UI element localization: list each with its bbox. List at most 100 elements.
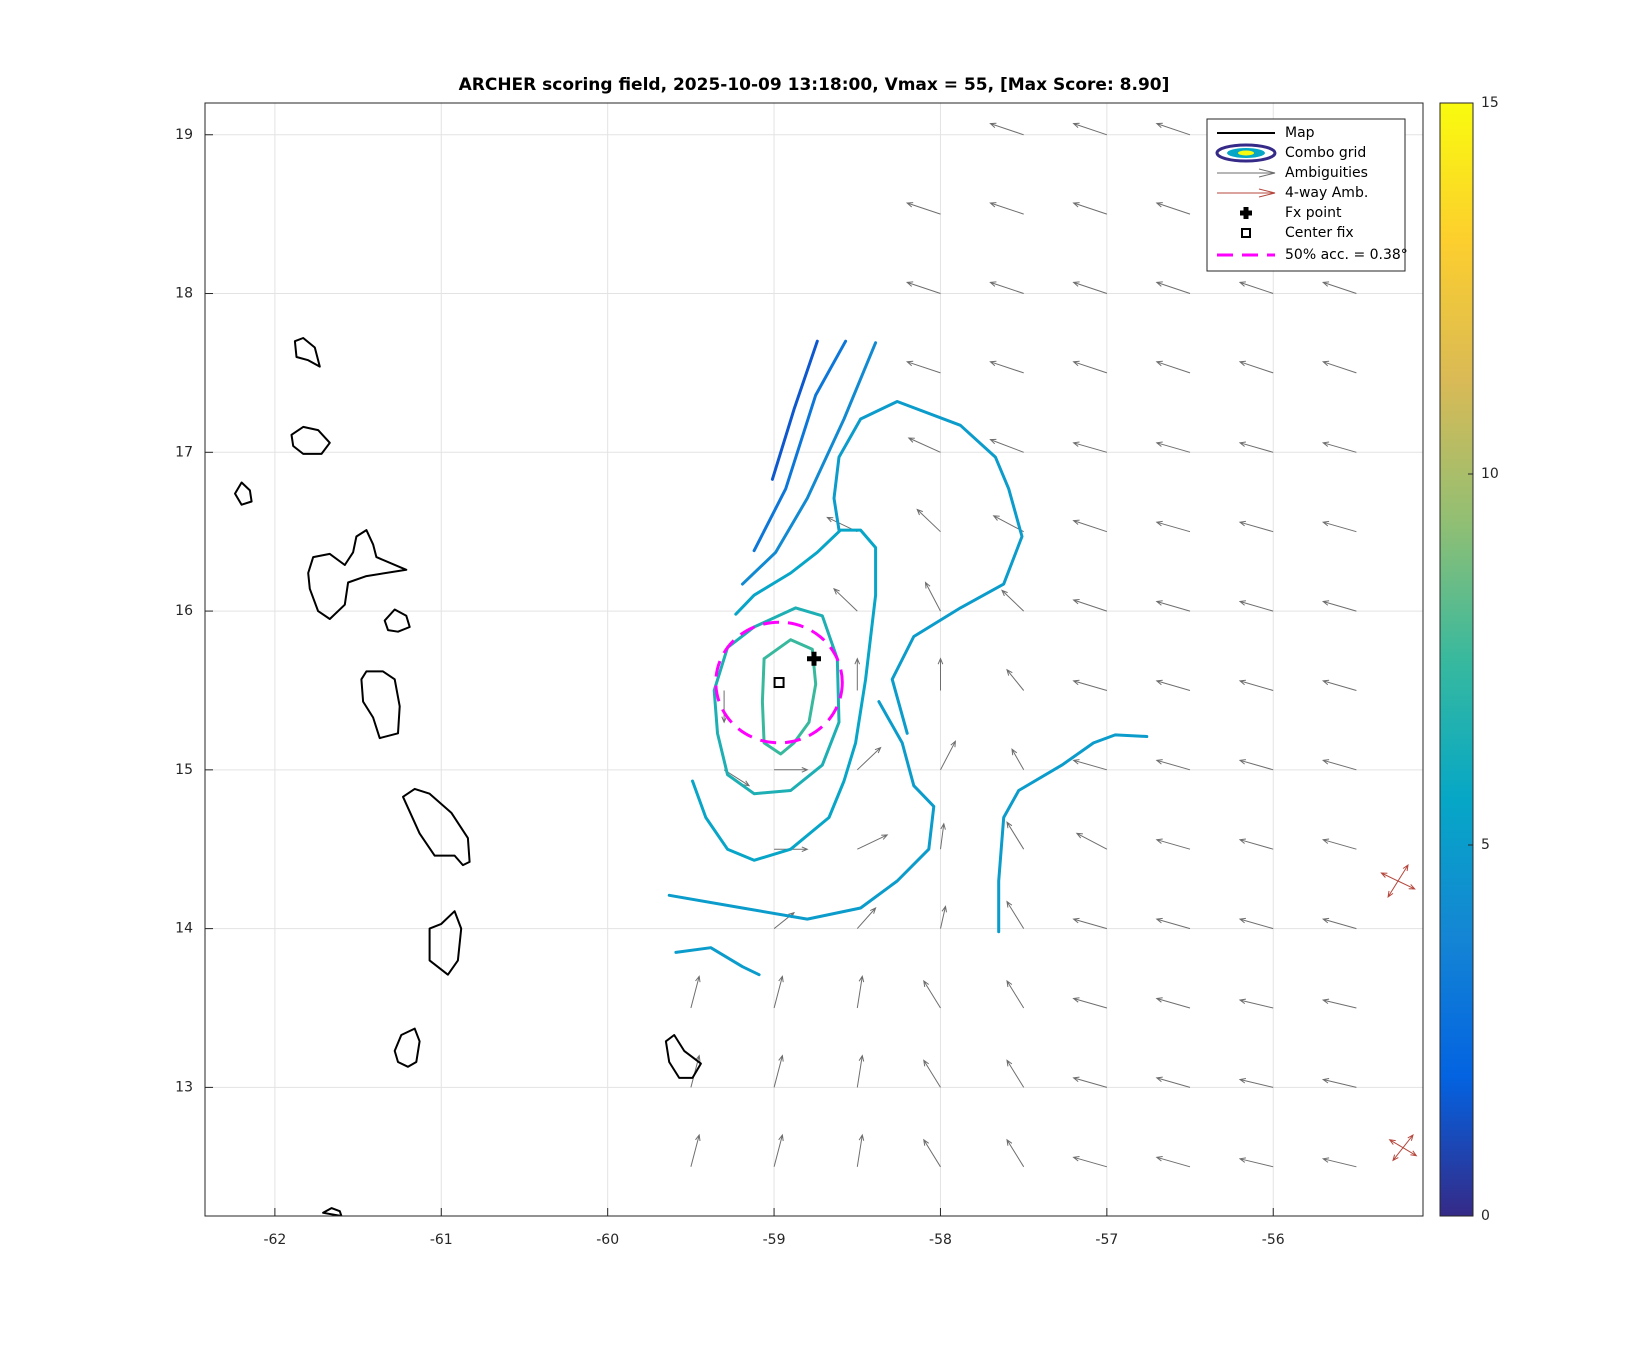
ambiguity-vector xyxy=(1155,281,1191,294)
ambiguity-vector xyxy=(1155,1076,1191,1088)
colorbar-tick-label: 15 xyxy=(1481,95,1499,111)
ambiguity-vector xyxy=(773,1054,784,1088)
ambiguity-vector xyxy=(856,1133,865,1167)
ambiguity-vector xyxy=(905,202,941,215)
ambiguity-vector xyxy=(1155,997,1191,1009)
ambiguity-vector xyxy=(989,202,1024,215)
ambiguity-vector xyxy=(1238,600,1274,612)
ambiguity-vector xyxy=(1006,900,1025,929)
four-way-vector xyxy=(1392,1147,1404,1162)
ambiguity-vector xyxy=(937,657,944,691)
four-way-vector xyxy=(1380,872,1399,882)
ambiguity-vector xyxy=(721,690,727,724)
ambiguity-vector xyxy=(1006,668,1025,691)
y-tick-label: 17 xyxy=(175,444,193,460)
x-tick-label: -57 xyxy=(1095,1232,1118,1248)
legend-label: 50% acc. = 0.38° xyxy=(1285,247,1408,263)
ambiguity-vector xyxy=(1321,1078,1357,1088)
coastline xyxy=(428,910,463,976)
ambiguity-vector xyxy=(1072,679,1108,691)
ambiguity-vector xyxy=(989,281,1024,294)
ambiguity-vector xyxy=(1238,281,1274,294)
ambiguity-vector xyxy=(1006,979,1025,1009)
x-tick-label: -62 xyxy=(263,1232,286,1248)
ambiguity-vector xyxy=(1072,917,1108,930)
ambiguity-vector xyxy=(1072,759,1108,771)
legend-swatch xyxy=(1240,207,1252,219)
ambiguity-vector xyxy=(857,834,889,850)
ambiguity-vector xyxy=(1155,202,1191,215)
ambiguity-vector xyxy=(1238,441,1274,453)
ambiguity-vector xyxy=(1072,122,1108,136)
ambiguity-vector xyxy=(923,1059,941,1088)
ambiguity-vector xyxy=(1155,1156,1191,1168)
ambiguity-vector xyxy=(1072,1156,1108,1168)
contour-line xyxy=(760,638,818,756)
center-fix xyxy=(773,677,785,689)
ambiguity-vector xyxy=(1238,838,1274,850)
contour-line xyxy=(712,606,841,796)
four-way-vector xyxy=(1397,880,1416,890)
ambiguity-vector xyxy=(1072,281,1108,294)
ambiguity-vector xyxy=(1321,360,1357,374)
four-way-vector xyxy=(1388,1139,1404,1149)
ambiguity-vector xyxy=(1321,759,1357,771)
ambiguity-vector xyxy=(905,281,941,294)
ambiguity-vector xyxy=(1238,917,1274,930)
legend-label: Map xyxy=(1285,125,1315,141)
ambiguity-vector xyxy=(1155,122,1191,136)
ambiguity-vector xyxy=(1072,599,1108,612)
ambiguity-vector xyxy=(1155,759,1191,771)
ambiguity-vector xyxy=(940,740,956,771)
ambiguity-vector xyxy=(1006,1138,1025,1168)
legend-swatch xyxy=(1217,168,1276,178)
coastline xyxy=(360,670,401,740)
ambiguity-vector xyxy=(1072,441,1108,453)
ambiguity-vector xyxy=(940,905,947,929)
y-tick-label: 13 xyxy=(175,1079,193,1095)
contour-line xyxy=(674,946,761,977)
coastline xyxy=(290,425,331,455)
contour-line xyxy=(667,700,936,921)
ambiguity-vector xyxy=(773,975,784,1009)
ambiguity-vector xyxy=(1238,1078,1274,1088)
ambiguity-vector xyxy=(1155,441,1191,453)
y-tick-label: 19 xyxy=(175,127,193,143)
contour-line xyxy=(997,733,1149,934)
ambiguity-vector xyxy=(1321,281,1357,294)
ambiguity-vector xyxy=(1155,838,1191,850)
ambiguity-vector xyxy=(1072,519,1108,533)
legend-label: 4-way Amb. xyxy=(1285,185,1368,201)
ambiguity-vector xyxy=(1072,997,1108,1009)
coastline xyxy=(293,337,321,368)
ambiguity-vector xyxy=(1006,821,1025,850)
ambiguity-vector xyxy=(854,657,861,691)
ambiguity-vector xyxy=(1155,917,1191,930)
ambiguity-vector xyxy=(989,360,1024,374)
legend-swatch xyxy=(1217,188,1276,198)
ambiguity-vector xyxy=(989,122,1024,136)
ambiguity-vector xyxy=(923,1138,941,1168)
ambiguity-vector xyxy=(690,975,701,1009)
ambiguity-vector xyxy=(1155,520,1191,533)
ambiguity-vector xyxy=(856,1054,865,1088)
legend: Map Combo grid Ambiguities 4-way Amb. Fx poi… xyxy=(1206,118,1408,272)
coastline xyxy=(383,608,411,633)
ambiguity-vector xyxy=(1321,838,1357,850)
ambiguity-vector xyxy=(1321,520,1357,533)
ambiguity-vector xyxy=(1238,759,1274,771)
ambiguity-vector xyxy=(833,587,858,612)
ambiguity-vector xyxy=(1321,1157,1357,1168)
ambiguity-vector xyxy=(940,822,946,850)
contour-line xyxy=(832,400,1024,735)
contour-line xyxy=(691,528,878,862)
ambiguity-vector xyxy=(1321,998,1357,1009)
x-tick-label: -56 xyxy=(1262,1232,1285,1248)
ambiguity-vector xyxy=(923,979,941,1009)
x-tick-label: -61 xyxy=(430,1232,453,1248)
ambiguity-vector xyxy=(856,975,865,1009)
legend-swatch xyxy=(1238,150,1254,156)
legend-label: Center fix xyxy=(1285,225,1354,241)
